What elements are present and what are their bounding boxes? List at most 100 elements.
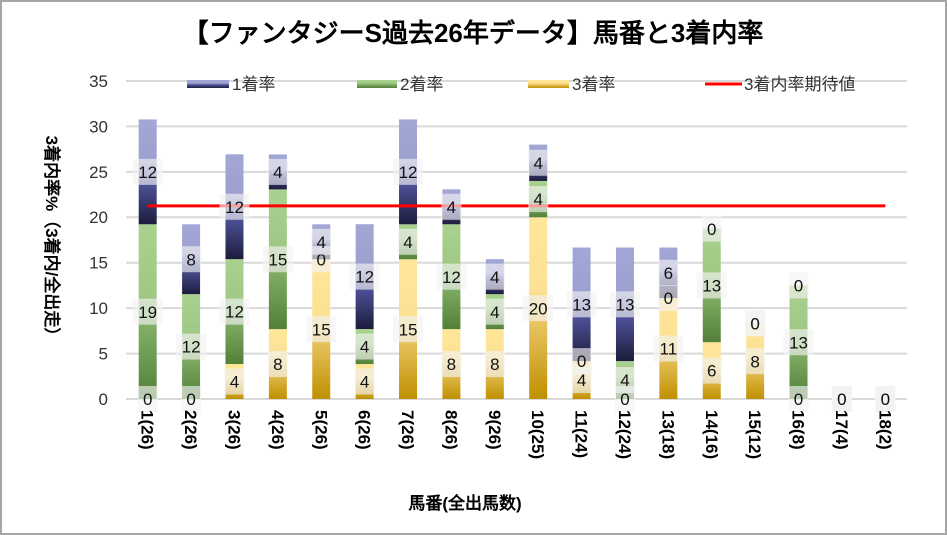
y-axis-ticks: 0 5 10 15 20 25 30 35 (89, 72, 108, 409)
legend-label-expected-line: 3着内率期待値 (744, 75, 855, 94)
data-label-box (441, 351, 462, 378)
legend-label-first: 1着率 (232, 75, 275, 94)
y-tick-label: 5 (99, 345, 108, 364)
data-label-third: 4 (354, 368, 375, 395)
legend-swatch-third (528, 80, 569, 88)
data-label-box (354, 333, 375, 360)
data-label-value: 0 (577, 352, 586, 371)
data-label-value: 0 (620, 390, 629, 409)
data-label-value: 19 (138, 303, 157, 322)
data-label-first: 13 (609, 291, 640, 318)
chart-title: 【ファンタジーS過去26年データ】馬番と3着内率 (183, 18, 764, 48)
data-label-box (219, 193, 250, 220)
data-label-third: 8 (484, 351, 505, 378)
data-label-second: 0 (571, 348, 592, 375)
data-label-first: 6 (658, 259, 679, 286)
data-label-value: 13 (702, 277, 721, 296)
data-label-box (132, 298, 163, 325)
data-label-first: 13 (566, 291, 597, 318)
data-label-value: 4 (490, 268, 499, 287)
data-label-box (528, 149, 549, 176)
data-label-value: 0 (664, 289, 673, 308)
data-label-box (484, 298, 505, 325)
data-label-value: 0 (750, 314, 759, 333)
data-label-value: 4 (533, 154, 542, 173)
data-label-box (262, 246, 293, 273)
data-label-value: 8 (490, 355, 499, 374)
x-tick-label: 5(26) (311, 410, 330, 450)
x-tick-label: 11(24) (572, 410, 591, 458)
data-label-box (181, 246, 202, 273)
data-label-box (528, 186, 549, 213)
data-label-first: 0 (701, 215, 722, 242)
data-label-value: 4 (620, 371, 629, 390)
data-label-value: 8 (750, 352, 759, 371)
data-label-value: 0 (837, 390, 846, 409)
data-label-value: 11 (660, 340, 678, 359)
data-label-third: 8 (441, 351, 462, 378)
data-label-first: 0 (875, 386, 896, 412)
data-label-box (609, 291, 640, 318)
data-label-second: 4 (354, 333, 375, 360)
data-label-box (267, 351, 288, 378)
data-label-second: 12 (176, 333, 207, 360)
data-label-first: 12 (349, 263, 380, 290)
x-tick-label: 16(8) (789, 410, 808, 450)
data-label-value: 12 (138, 163, 157, 182)
data-label-second: 4 (528, 186, 549, 213)
data-label-box (311, 228, 332, 255)
data-label-first: 4 (528, 149, 549, 176)
x-tick-label: 8(26) (441, 410, 460, 450)
data-label-value: 6 (707, 362, 716, 381)
data-label-third: 0 (788, 386, 809, 412)
data-label-third: 0 (181, 386, 202, 412)
data-label-box (696, 272, 727, 299)
y-tick-label: 25 (89, 163, 108, 182)
data-label-box (653, 335, 684, 362)
legend-item-second: 2着率 (357, 75, 443, 94)
gridlines (126, 80, 907, 400)
data-label-first: 4 (484, 263, 505, 290)
data-label-value: 13 (789, 333, 808, 352)
data-label-third: 6 (701, 357, 722, 384)
data-label-value: 12 (399, 163, 418, 182)
x-tick-label: 17(4) (832, 410, 851, 450)
data-label-value: 4 (230, 373, 239, 392)
data-label-second: 4 (398, 228, 419, 255)
data-label-box (176, 333, 207, 360)
data-label-box (349, 263, 380, 290)
x-tick-label: 15(12) (745, 410, 764, 459)
x-axis-title: 馬番(全出馬数) (408, 493, 521, 513)
data-label-box (441, 193, 462, 220)
x-tick-label: 18(2) (875, 410, 894, 450)
data-label-first: 12 (219, 193, 250, 220)
data-label-first: 4 (267, 158, 288, 185)
data-label-box (783, 329, 814, 356)
data-label-second: 12 (436, 263, 467, 290)
data-label-second: 13 (696, 272, 727, 299)
data-label-first: 4 (441, 193, 462, 220)
data-label-box (701, 215, 722, 242)
data-label-box (484, 351, 505, 378)
data-label-box (701, 357, 722, 384)
data-label-value: 0 (186, 390, 195, 409)
data-label-box (181, 386, 202, 412)
data-label-box (788, 386, 809, 412)
data-label-third: 11 (653, 335, 684, 362)
data-label-value: 15 (399, 320, 418, 339)
data-label-first: 0 (745, 310, 766, 337)
data-label-box (219, 298, 250, 325)
data-label-value: 4 (533, 190, 542, 209)
data-label-value: 12 (225, 198, 244, 217)
data-label-value: 4 (273, 163, 282, 182)
data-label-box (436, 263, 467, 290)
data-label-value: 12 (225, 303, 244, 322)
data-label-value: 0 (794, 390, 803, 409)
data-label-value: 0 (143, 390, 152, 409)
data-label-value: 4 (490, 303, 499, 322)
data-label-third: 15 (393, 316, 424, 343)
legend: 1着率 2着率 3着率 3着内率期待値 (187, 75, 855, 94)
data-label-box (398, 228, 419, 255)
